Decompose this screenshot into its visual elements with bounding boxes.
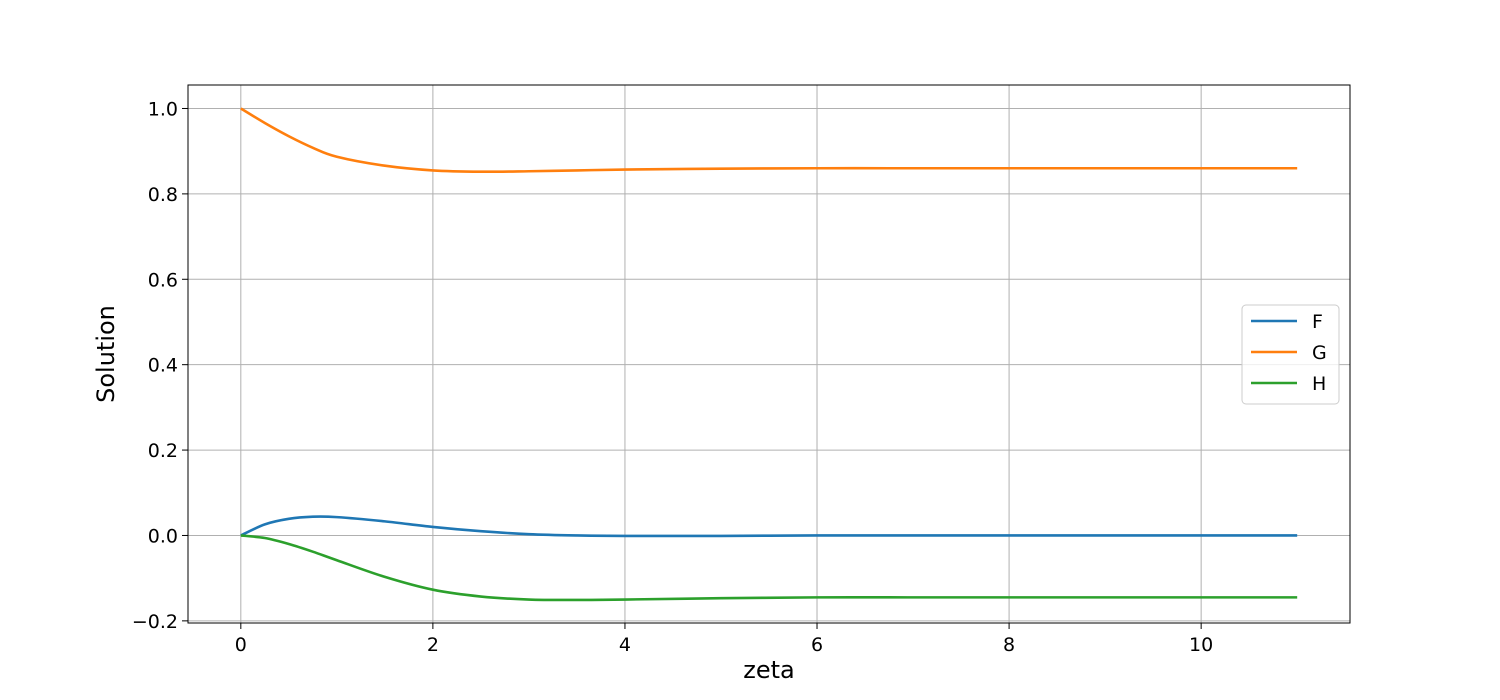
legend-label-h: H: [1312, 373, 1326, 395]
series-line-f: [240, 515, 1298, 538]
x-axis-label: zeta: [743, 656, 794, 684]
x-tick-label: 6: [811, 634, 823, 656]
x-tick-label: 8: [1003, 634, 1015, 656]
x-tick-label: 10: [1189, 634, 1213, 656]
ticks: 0 2 4 6 8 10 −0.2 0.0 0.2 0.4 0.6 0.8 1.0: [132, 98, 1213, 656]
y-tick-label: −0.2: [132, 611, 178, 633]
legend-label-f: F: [1312, 311, 1323, 333]
x-tick-label: 2: [427, 634, 439, 656]
series-lines: [240, 107, 1298, 602]
x-tick-label: 4: [619, 634, 631, 656]
y-tick-label: 0.0: [148, 525, 178, 547]
grid: [188, 85, 1350, 623]
y-tick-label: 0.8: [148, 184, 178, 206]
y-tick-label: 1.0: [148, 98, 178, 120]
y-tick-label: 0.2: [148, 440, 178, 462]
legend-box: [1241, 304, 1340, 405]
legend-label-g: G: [1312, 342, 1327, 364]
series-line-g: [240, 107, 1298, 174]
y-axis-label: Solution: [92, 305, 120, 403]
plot-frame: [187, 84, 1351, 624]
series-line-h: [240, 534, 1298, 602]
y-tick-label: 0.4: [148, 355, 178, 377]
legend: FGH: [1241, 304, 1340, 405]
y-tick-label: 0.6: [148, 269, 178, 291]
x-tick-label: 0: [235, 634, 247, 656]
